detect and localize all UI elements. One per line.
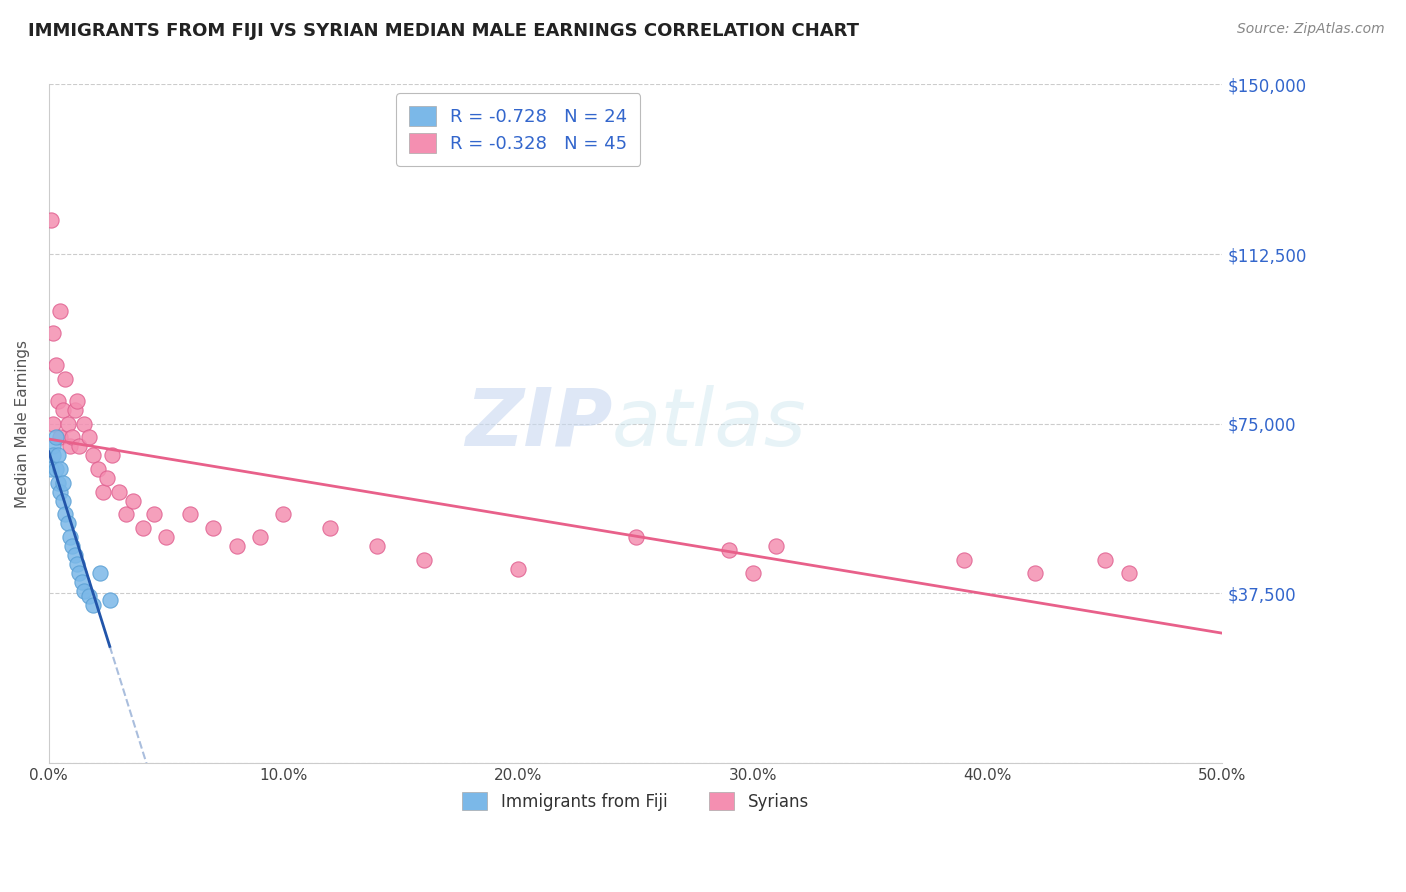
Point <box>1024 566 1046 580</box>
Text: ZIP: ZIP <box>465 384 612 463</box>
Point <box>60 430 83 444</box>
Legend: Immigrants from Fiji, Syrians: Immigrants from Fiji, Syrians <box>451 780 820 822</box>
Point <box>273 508 295 522</box>
Point <box>108 484 131 499</box>
Point <box>42 417 65 431</box>
Point <box>98 593 121 607</box>
Point <box>765 539 787 553</box>
Point <box>59 530 82 544</box>
Point <box>143 508 166 522</box>
Point <box>49 303 72 318</box>
Point <box>59 439 82 453</box>
Point <box>1094 552 1116 566</box>
Point <box>249 530 271 544</box>
Point <box>155 530 177 544</box>
Point <box>742 566 765 580</box>
Point <box>179 508 201 522</box>
Point <box>73 417 96 431</box>
Point <box>46 394 69 409</box>
Point <box>60 539 83 553</box>
Point <box>77 589 100 603</box>
Point <box>39 213 62 227</box>
Point <box>131 521 153 535</box>
Point <box>49 430 72 444</box>
Point <box>49 462 72 476</box>
Point <box>67 566 90 580</box>
Point <box>52 403 75 417</box>
Point <box>46 449 69 463</box>
Y-axis label: Median Male Earnings: Median Male Earnings <box>15 340 30 508</box>
Point <box>82 598 104 612</box>
Point <box>96 471 118 485</box>
Point <box>53 508 76 522</box>
Point <box>67 439 90 453</box>
Point <box>73 584 96 599</box>
Point <box>366 539 388 553</box>
Point <box>52 475 75 490</box>
Point <box>77 430 100 444</box>
Point <box>56 516 79 531</box>
Point <box>413 552 436 566</box>
Point <box>70 575 93 590</box>
Point <box>52 493 75 508</box>
Point <box>49 484 72 499</box>
Text: Source: ZipAtlas.com: Source: ZipAtlas.com <box>1237 22 1385 37</box>
Point <box>508 561 530 575</box>
Point <box>91 484 114 499</box>
Point <box>1118 566 1140 580</box>
Point <box>53 371 76 385</box>
Point <box>89 566 111 580</box>
Point <box>87 462 110 476</box>
Point <box>122 493 145 508</box>
Point <box>46 475 69 490</box>
Point <box>718 543 741 558</box>
Point <box>66 394 89 409</box>
Text: IMMIGRANTS FROM FIJI VS SYRIAN MEDIAN MALE EARNINGS CORRELATION CHART: IMMIGRANTS FROM FIJI VS SYRIAN MEDIAN MA… <box>28 22 859 40</box>
Point <box>45 462 67 476</box>
Point <box>953 552 976 566</box>
Point <box>45 430 67 444</box>
Point <box>101 449 124 463</box>
Point <box>63 403 86 417</box>
Point <box>42 326 65 341</box>
Point <box>66 557 89 571</box>
Point <box>42 449 65 463</box>
Point <box>56 417 79 431</box>
Point <box>63 548 86 562</box>
Text: atlas: atlas <box>612 384 807 463</box>
Point <box>39 462 62 476</box>
Point <box>45 358 67 372</box>
Point <box>202 521 225 535</box>
Point <box>225 539 247 553</box>
Point <box>42 439 65 453</box>
Point <box>319 521 342 535</box>
Point <box>624 530 647 544</box>
Point <box>115 508 138 522</box>
Point <box>82 449 104 463</box>
